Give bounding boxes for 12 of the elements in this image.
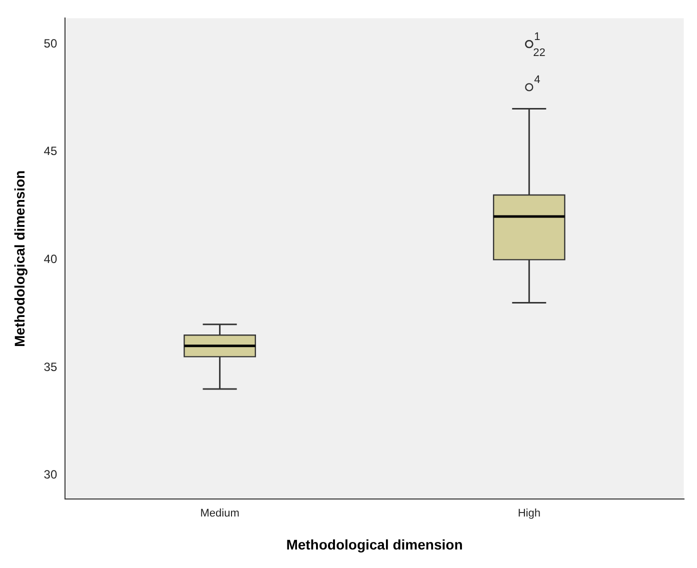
y-tick-label: 40 [44,252,58,266]
y-tick-label: 35 [44,360,58,374]
x-tick-label: Medium [200,508,240,520]
x-axis-title: Methodological dimension [286,536,463,552]
y-axis-title: Methodological dimension [11,170,28,347]
annotation: 22 [533,47,546,60]
annotation: 1 [534,31,540,44]
y-tick-label: 30 [44,468,58,482]
x-tick-label: High [518,508,540,520]
y-tick-label: 45 [44,144,58,158]
y-tick-label: 50 [44,36,58,50]
annotation: 4 [534,74,540,86]
